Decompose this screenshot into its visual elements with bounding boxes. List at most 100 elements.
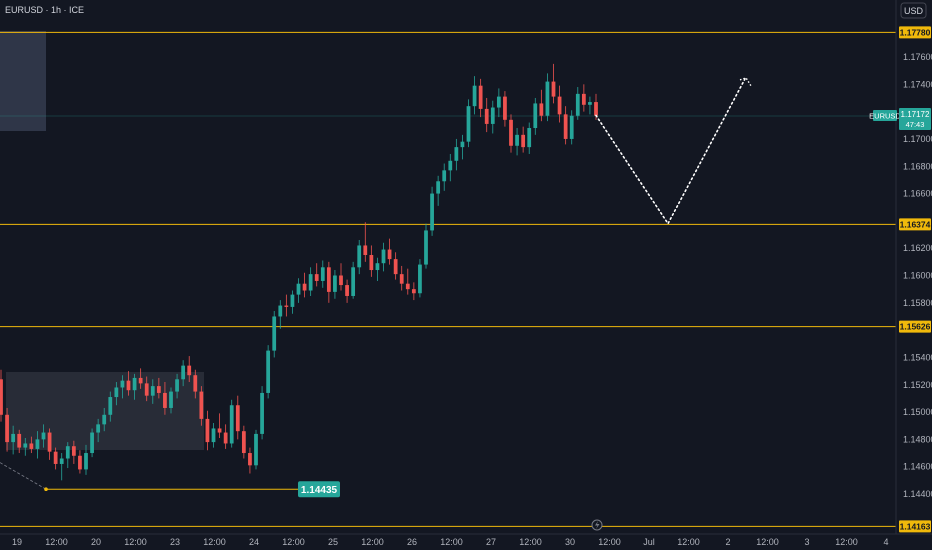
time-tick-16: Jul bbox=[643, 537, 655, 547]
candles bbox=[0, 63, 598, 481]
price-tag-bg bbox=[899, 108, 931, 130]
candle-body-68 bbox=[411, 289, 416, 294]
candle-body-82 bbox=[496, 96, 501, 108]
time-tick-19: 12:00 bbox=[756, 537, 779, 547]
candle-body-35 bbox=[211, 428, 216, 443]
time-tick-5: 12:00 bbox=[203, 537, 226, 547]
horizontal-levels[interactable] bbox=[0, 31, 896, 527]
candle-body-71 bbox=[430, 193, 434, 231]
price-tick-8: 1.15400 bbox=[903, 352, 932, 362]
price-tick-9: 1.15200 bbox=[903, 380, 932, 390]
consolidation-zone[interactable] bbox=[6, 372, 204, 450]
symbol-tag-bg bbox=[873, 110, 897, 121]
candle-body-22 bbox=[132, 377, 137, 391]
time-tick-20: 3 bbox=[804, 537, 809, 547]
candle-body-48 bbox=[290, 294, 295, 307]
candle-body-30 bbox=[181, 365, 186, 380]
candle-body-32 bbox=[193, 375, 198, 392]
candle-body-34 bbox=[205, 418, 210, 443]
level-label-bg-0 bbox=[899, 26, 931, 39]
price-tick-11: 1.14800 bbox=[903, 434, 932, 444]
price-tick-5: 1.16200 bbox=[903, 243, 932, 253]
candle-body-83 bbox=[503, 96, 507, 120]
candle-body-15 bbox=[90, 432, 94, 454]
candle-body-70 bbox=[424, 230, 428, 265]
low-anchor-point bbox=[44, 487, 48, 492]
candle-body-26 bbox=[156, 386, 161, 393]
candle-body-87 bbox=[527, 128, 532, 148]
candle-body-61 bbox=[369, 255, 374, 271]
candle-body-33 bbox=[199, 391, 204, 419]
candle-body-38 bbox=[229, 405, 234, 444]
currency-button[interactable]: USD bbox=[900, 2, 927, 19]
current-price-tag: EURUSD 1.17172 47:43 bbox=[869, 108, 931, 130]
level-label-2: 1.15626 bbox=[900, 322, 931, 332]
time-tick-4: 23 bbox=[170, 537, 180, 547]
candle-body-88 bbox=[533, 103, 538, 129]
time-tick-6: 24 bbox=[249, 537, 259, 547]
candle-body-2 bbox=[11, 433, 16, 443]
candle-body-7 bbox=[41, 432, 46, 440]
time-tick-21: 12:00 bbox=[835, 537, 858, 547]
time-tick-0: 19 bbox=[12, 537, 22, 547]
candle-body-66 bbox=[399, 274, 404, 284]
projection-line[interactable] bbox=[595, 78, 746, 226]
candle-body-21 bbox=[126, 380, 131, 391]
candle-body-53 bbox=[320, 267, 325, 281]
candle-body-74 bbox=[448, 160, 453, 171]
candle-body-86 bbox=[521, 134, 526, 148]
time-tick-18: 2 bbox=[725, 537, 730, 547]
candle-body-40 bbox=[241, 431, 246, 454]
candle-body-58 bbox=[351, 267, 356, 296]
time-tick-2: 20 bbox=[91, 537, 101, 547]
time-tick-7: 12:00 bbox=[282, 537, 305, 547]
level-label-0: 1.17780 bbox=[900, 27, 931, 37]
candle-body-77 bbox=[466, 106, 471, 142]
price-tick-13: 1.14400 bbox=[903, 489, 932, 499]
candle-body-59 bbox=[357, 245, 362, 268]
level-label-bg-1 bbox=[899, 218, 931, 231]
projection-path[interactable] bbox=[595, 77, 752, 226]
candle-body-42 bbox=[254, 433, 258, 466]
candle-body-92 bbox=[557, 96, 562, 115]
candle-body-94 bbox=[569, 115, 574, 139]
candle-body-0 bbox=[0, 379, 3, 415]
time-tick-14: 30 bbox=[565, 537, 575, 547]
marked-low-annotation[interactable]: 1.14435 bbox=[0, 462, 340, 498]
price-tick-12: 1.14600 bbox=[903, 462, 932, 472]
candle-body-85 bbox=[515, 134, 519, 146]
time-tick-11: 12:00 bbox=[440, 537, 463, 547]
candle-body-69 bbox=[418, 264, 422, 294]
price-tag-countdown: 47:43 bbox=[906, 120, 925, 129]
price-axis[interactable] bbox=[896, 0, 932, 550]
candle-body-1 bbox=[5, 414, 9, 443]
candle-body-78 bbox=[472, 85, 477, 107]
candle-body-65 bbox=[393, 259, 398, 275]
currency-button-frame[interactable] bbox=[900, 2, 927, 19]
candle-body-54 bbox=[326, 267, 331, 292]
price-tick-1: 1.17400 bbox=[903, 79, 932, 89]
low-label-text: 1.14435 bbox=[301, 485, 338, 496]
candle-body-75 bbox=[454, 147, 459, 161]
currency-button-label[interactable]: USD bbox=[904, 6, 924, 16]
candle-body-79 bbox=[478, 85, 483, 109]
candle-body-47 bbox=[284, 305, 289, 307]
symbol-title: EURUSD · 1h · ICE bbox=[5, 5, 84, 15]
time-tick-8: 25 bbox=[328, 537, 338, 547]
candle-body-9 bbox=[53, 451, 58, 464]
candle-body-84 bbox=[509, 119, 513, 146]
candle-body-98 bbox=[594, 102, 598, 116]
flash-icon[interactable] bbox=[591, 519, 603, 531]
level-label-bg-2 bbox=[899, 320, 931, 333]
candle-body-46 bbox=[278, 305, 283, 317]
price-tick-4: 1.16600 bbox=[903, 189, 932, 199]
supply-zone[interactable] bbox=[0, 31, 46, 131]
candle-body-25 bbox=[150, 386, 155, 396]
candle-body-18 bbox=[108, 397, 113, 415]
candle-body-56 bbox=[339, 275, 343, 286]
time-tick-10: 26 bbox=[407, 537, 417, 547]
candle-body-72 bbox=[436, 181, 441, 194]
